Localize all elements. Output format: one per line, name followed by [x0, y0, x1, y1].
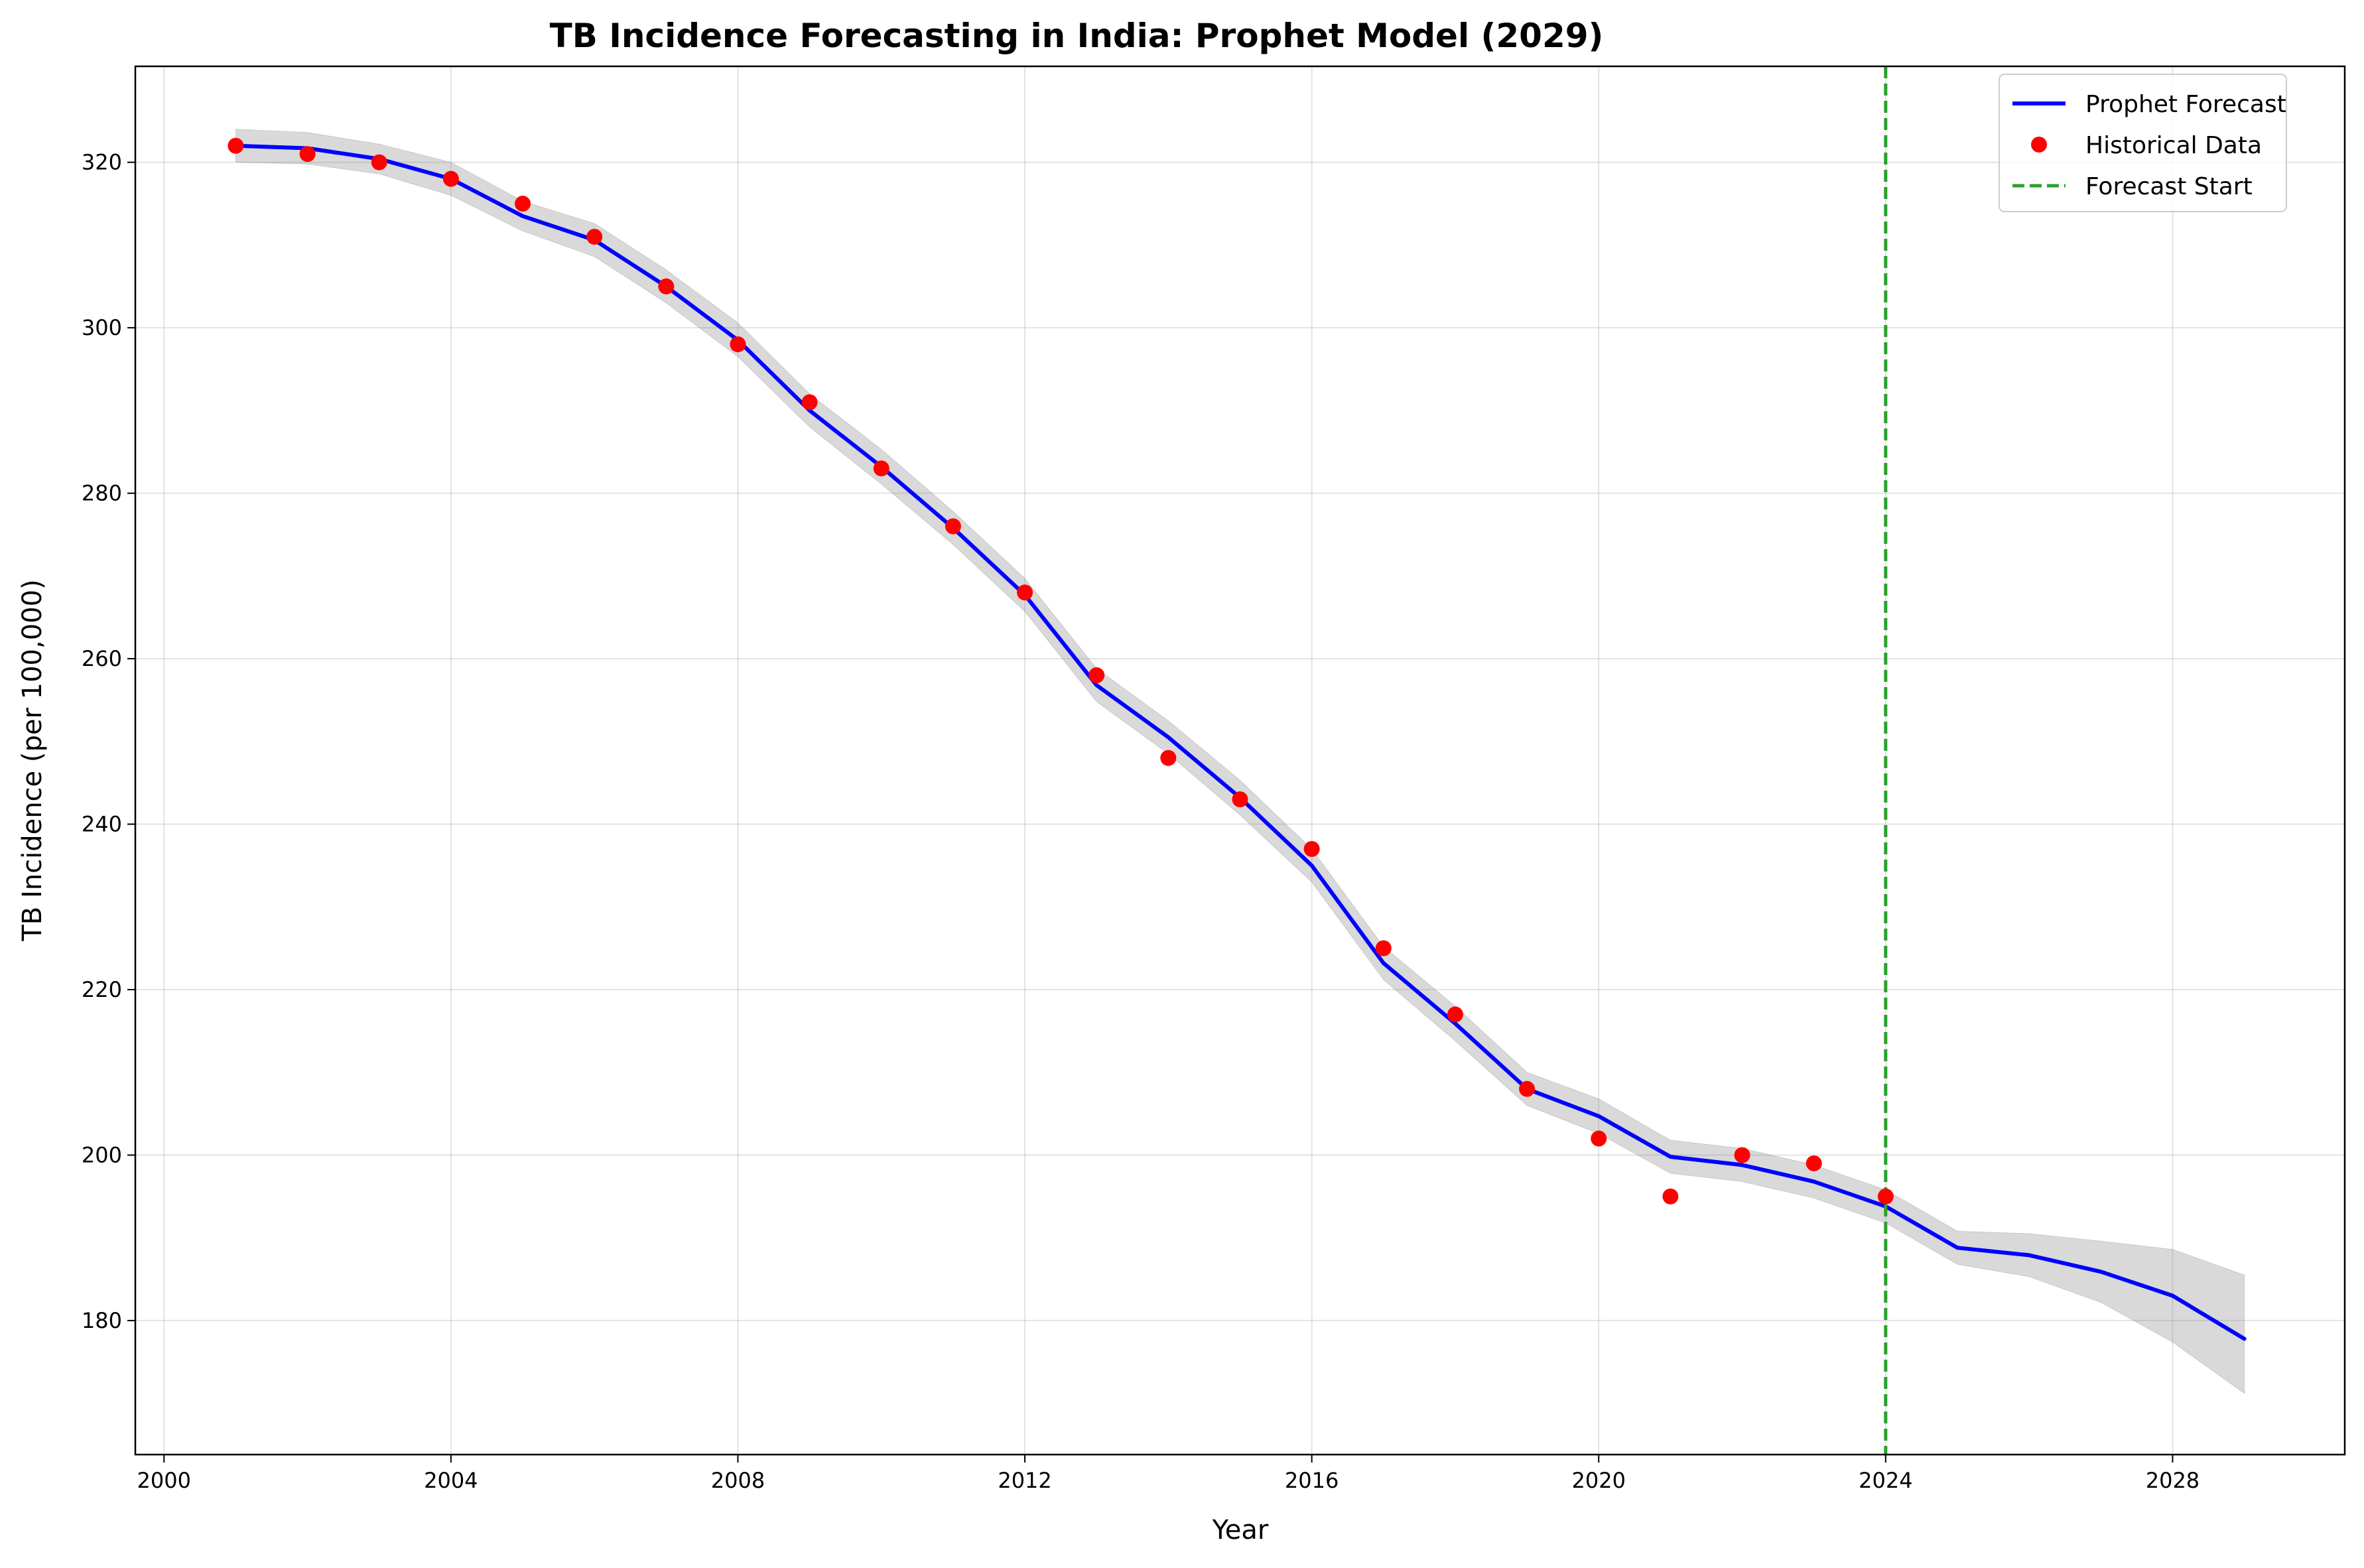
historical-data-point: [1088, 667, 1105, 684]
historical-data-point: [1591, 1130, 1607, 1147]
historical-data-point: [1877, 1188, 1894, 1205]
historical-data-point: [299, 146, 316, 163]
x-tick-label: 2008: [711, 1468, 765, 1493]
y-axis-label: TB Incidence (per 100,000): [17, 579, 48, 941]
historical-data-point: [1662, 1188, 1679, 1205]
y-tick-label: 260: [82, 646, 122, 671]
x-tick-label: 2020: [1572, 1468, 1626, 1493]
y-tick-label: 300: [82, 315, 122, 340]
legend-label: Historical Data: [2085, 132, 2262, 159]
historical-data-point: [1017, 584, 1033, 601]
legend-box: [1999, 74, 2287, 212]
x-tick-label: 2012: [998, 1468, 1051, 1493]
historical-data-point: [1447, 1006, 1463, 1023]
forecast-interval-band: [235, 129, 2245, 1394]
historical-data-point: [1734, 1147, 1750, 1163]
historical-data-point: [371, 154, 387, 170]
grid: [135, 66, 2345, 1455]
historical-data-point: [1806, 1155, 1822, 1171]
x-axis-ticks: 2000 2004 2008 2012 2016 2020 2024 2028: [137, 1455, 2200, 1493]
y-tick-label: 240: [82, 812, 122, 837]
historical-data-point: [515, 196, 531, 212]
x-axis-label: Year: [1212, 1515, 1269, 1545]
legend-label: Forecast Start: [2085, 173, 2253, 200]
x-tick-label: 2016: [1285, 1468, 1339, 1493]
y-axis-ticks: 180 200 220 240 260 280 300 320: [82, 150, 135, 1333]
historical-data-point: [1519, 1080, 1536, 1097]
x-tick-label: 2004: [424, 1468, 478, 1493]
historical-data-point: [658, 278, 675, 294]
legend-label: Prophet Forecast: [2085, 91, 2286, 118]
x-tick-label: 2000: [137, 1468, 191, 1493]
historical-data-point: [586, 228, 603, 245]
historical-points-group: [228, 137, 1894, 1205]
historical-data-point: [1375, 940, 1392, 956]
x-tick-label: 2024: [1859, 1468, 1912, 1493]
historical-data-point: [730, 336, 746, 353]
historical-data-point: [801, 394, 818, 411]
historical-data-point: [945, 518, 961, 535]
y-tick-label: 200: [82, 1142, 122, 1167]
historical-data-point: [1160, 750, 1177, 766]
y-tick-label: 320: [82, 150, 122, 175]
historical-data-point: [1232, 791, 1248, 808]
historical-data-point: [442, 170, 459, 187]
legend-historical-swatch: [2031, 137, 2047, 153]
plot-frame: [134, 65, 2346, 1456]
y-tick-label: 280: [82, 481, 122, 506]
chart-title: TB Incidence Forecasting in India: Proph…: [550, 17, 1604, 55]
legend: Prophet Forecast Historical Data Forecast …: [1999, 74, 2287, 212]
y-tick-label: 180: [82, 1308, 122, 1333]
forecast-interval-band-group: [235, 129, 2245, 1394]
historical-data-point: [873, 460, 889, 477]
historical-data-point: [1303, 840, 1320, 857]
x-tick-label: 2028: [2146, 1468, 2200, 1493]
y-tick-label: 220: [82, 977, 122, 1002]
historical-data-point: [228, 137, 244, 154]
